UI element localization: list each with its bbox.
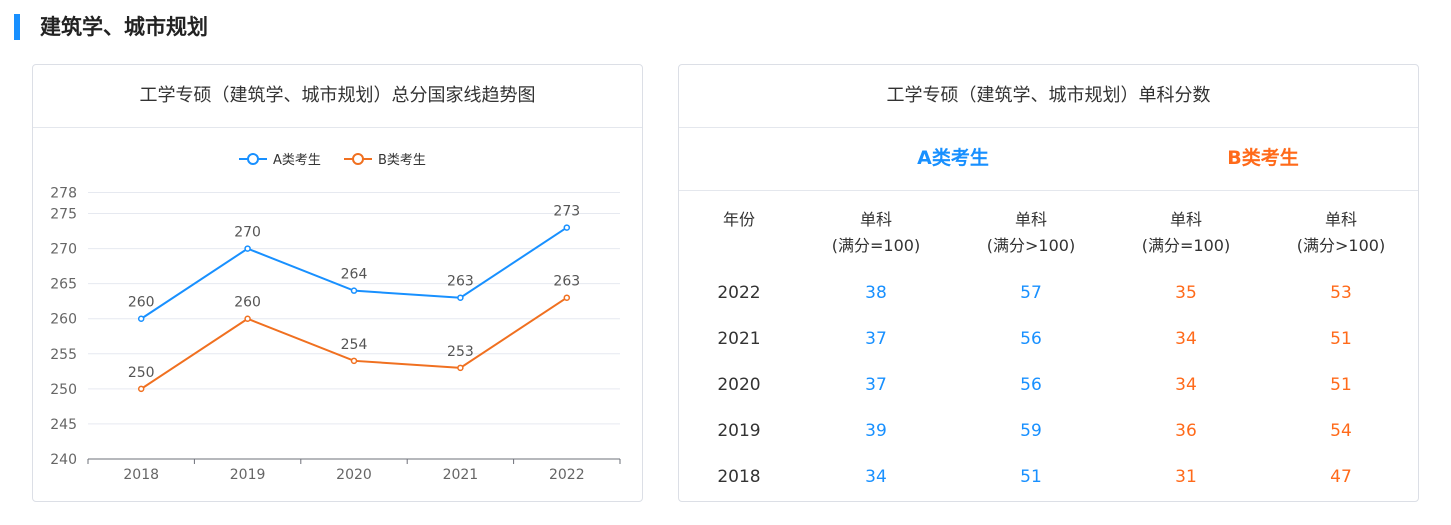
data-point [137,385,145,393]
x-tick-label: 2019 [230,467,266,483]
legend-marker-icon [352,153,364,165]
column-header-year: 年份 [669,207,809,233]
column-header-b2-line2: (满分>100) [1296,236,1386,255]
column-header-b1-line2: (满分=100) [1141,236,1231,255]
table-cell-b2: 47 [1330,467,1352,487]
table-cell-a1: 37 [865,329,887,349]
trend-chart-card-header: 工学专硕（建筑学、城市规划）总分国家线趋势图 [33,65,642,128]
table-cell-b1: 34 [1175,375,1197,395]
trend-chart-card: 工学专硕（建筑学、城市规划）总分国家线趋势图 240 245 250 255 260 26… [32,64,643,502]
data-label: 263 [553,274,580,290]
table-cell-a2: 56 [1020,375,1042,395]
y-tick-label: 278 [50,186,77,202]
data-point [457,294,464,301]
table-cell-a1: 34 [865,467,887,487]
column-header-a2-line1: 单科 [1014,210,1047,229]
data-point [563,224,571,231]
data-label: 270 [234,225,261,241]
table-cell-a2: 57 [1020,283,1042,303]
data-label: 260 [234,295,261,311]
section-accent-bar [14,14,20,40]
table-cell-year: 2019 [717,421,761,441]
column-header-a1: 单科 (满分=100) [806,207,946,259]
table-cell-a2: 51 [1020,467,1042,487]
y-tick-label: 275 [50,207,77,223]
table-cell-a2: 59 [1020,421,1042,441]
y-tick-label: 245 [50,417,77,433]
x-tick-label: 2022 [549,467,585,483]
table-cell-a1: 38 [865,283,887,303]
column-header-b1: 单科 (满分=100) [1116,207,1256,259]
x-tick-label: 2020 [336,467,372,483]
column-header-a2-line2: (满分>100) [986,236,1076,255]
data-label: 260 [128,295,155,311]
section-title: 建筑学、城市规划 [40,15,208,39]
table-cell-a2: 56 [1020,329,1042,349]
table-cell-b2: 51 [1330,375,1352,395]
column-header-b2: 单科 (满分>100) [1271,207,1411,259]
column-header-b1-line1: 单科 [1169,210,1202,229]
trend-chart-title: 工学专硕（建筑学、城市规划）总分国家线趋势图 [139,85,536,106]
legend-label: A类考生 [273,153,321,168]
y-tick-label: 250 [50,382,77,398]
y-tick-label: 240 [50,452,77,468]
table-cell-b1: 35 [1175,283,1197,303]
data-point [244,315,251,322]
x-tick-label: 2021 [443,467,479,483]
y-tick-label: 265 [50,277,77,293]
table-cell-b1: 36 [1175,421,1197,441]
column-header-year-label: 年份 [722,210,755,229]
table-cell-b2: 53 [1330,283,1352,303]
column-header-b2-line1: 单科 [1324,210,1357,229]
legend-marker-icon [247,153,259,165]
legend-label: B类考生 [378,153,426,168]
table-cell-b2: 54 [1330,421,1352,441]
y-tick-label: 270 [50,242,77,258]
group-header-row: A类考生 B类考生 [679,127,1418,191]
table-cell-year: 2020 [717,375,761,395]
data-point [244,245,251,252]
group-a-label: A类考生 [917,147,989,169]
column-header-a1-line2: (满分=100) [831,236,921,255]
table-cell-a1: 37 [865,375,887,395]
group-b-label: B类考生 [1227,147,1299,169]
trend-line-chart: 240 245 250 255 260 265 270 275 278 2018 2019 2020 2… [50,153,621,483]
column-header-a2: 单科 (满分>100) [961,207,1101,259]
y-tick-label: 255 [50,347,77,363]
score-table-title: 工学专硕（建筑学、城市规划）单科分数 [886,85,1211,106]
score-table-card: 工学专硕（建筑学、城市规划）单科分数 A类考生 B类考生 年份 单科 (满分=1… [678,64,1419,502]
data-point [350,357,358,365]
x-tick-label: 2018 [123,467,159,483]
data-label: 273 [553,204,580,220]
column-header-a1-line1: 单科 [859,210,892,229]
table-cell-year: 2022 [717,283,761,303]
table-cell-year: 2018 [717,467,761,487]
data-label: 254 [341,337,368,353]
data-point [563,294,571,301]
data-label: 263 [447,274,474,290]
data-point [137,315,145,322]
table-cell-b1: 34 [1175,329,1197,349]
y-tick-label: 260 [50,312,77,328]
table-cell-year: 2021 [717,329,761,349]
data-label: 264 [341,267,368,283]
data-point [350,287,358,294]
data-label: 250 [128,365,155,381]
table-cell-b1: 31 [1175,467,1197,487]
data-point [457,364,464,372]
score-table-card-header: 工学专硕（建筑学、城市规划）单科分数 [679,65,1418,128]
data-label: 253 [447,344,474,360]
table-cell-b2: 51 [1330,329,1352,349]
table-cell-a1: 39 [865,421,887,441]
